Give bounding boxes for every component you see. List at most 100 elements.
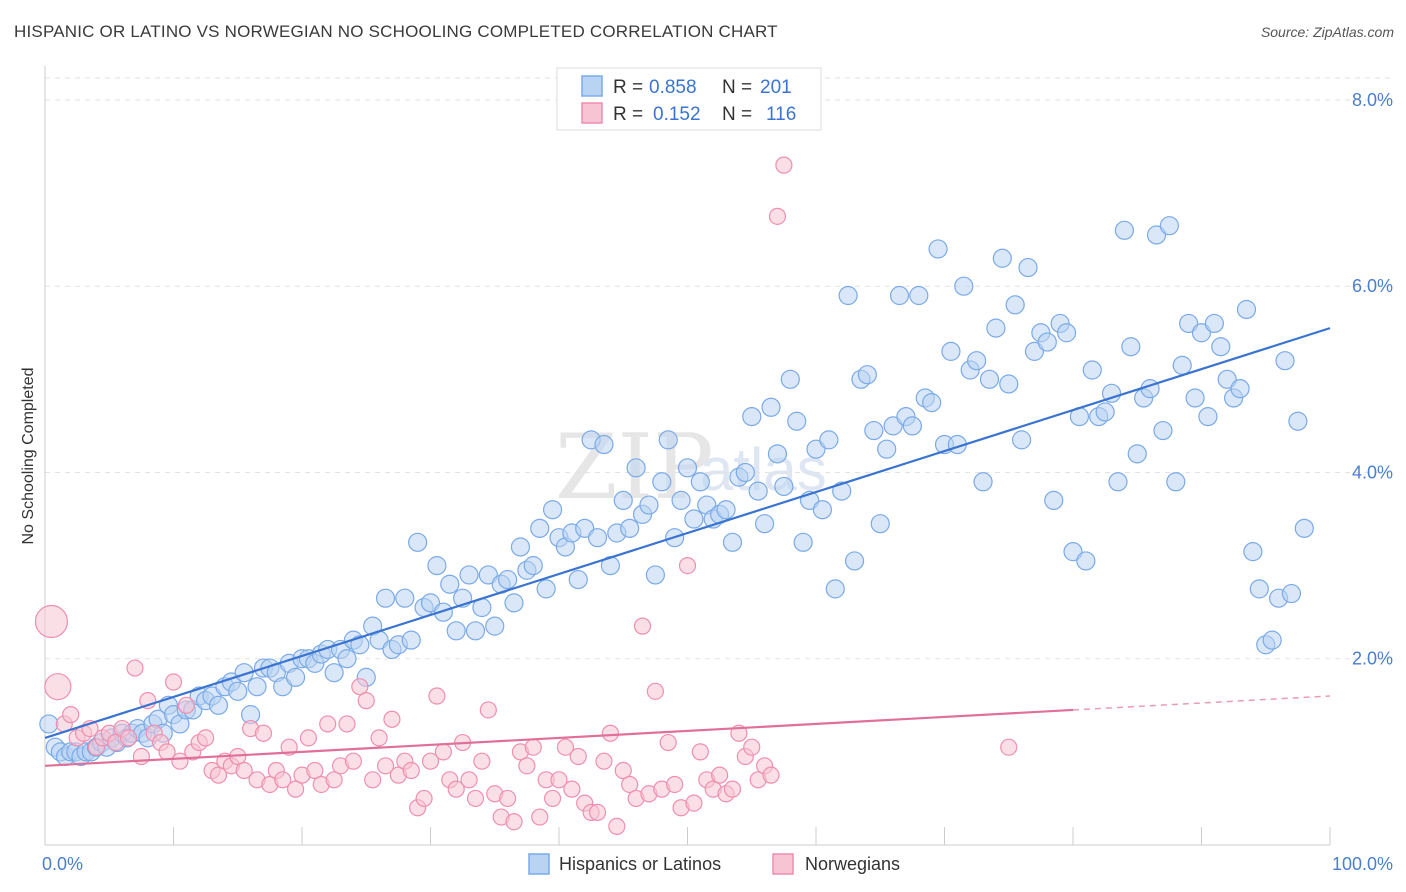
hispanics-point — [812, 500, 833, 520]
hispanics-point — [864, 420, 884, 441]
hispanics-point — [446, 621, 466, 641]
hispanics-point — [1288, 411, 1308, 431]
norwegians-point — [370, 729, 388, 747]
hispanics-point — [1108, 472, 1128, 492]
hispanics-point — [530, 518, 550, 538]
hispanics-point — [857, 365, 878, 385]
hispanics-point — [889, 285, 910, 306]
hispanics-point — [594, 434, 614, 455]
hispanics-point — [844, 551, 865, 571]
norwegians-point — [306, 761, 324, 780]
norwegians-point — [550, 771, 568, 789]
hispanics-point — [337, 649, 357, 669]
legend-n-label: N = — [722, 104, 752, 125]
norwegians-point — [743, 738, 761, 756]
hispanics-point — [992, 248, 1012, 268]
norwegians-point — [338, 715, 356, 733]
hispanics-point — [626, 458, 646, 478]
hispanics-point — [1198, 406, 1218, 427]
hispanics-point — [1191, 323, 1212, 343]
hispanics-point — [806, 439, 826, 459]
hispanics-point — [587, 528, 608, 548]
hispanics-point — [1037, 332, 1057, 352]
norwegians-point — [357, 692, 375, 710]
hispanics-point — [234, 663, 254, 683]
hispanics-point — [1114, 220, 1135, 240]
hispanics-point — [999, 374, 1019, 394]
norwegians-point — [44, 673, 72, 701]
norwegians-point — [614, 761, 632, 780]
norwegians-point — [678, 557, 697, 575]
norwegians-point — [518, 757, 536, 775]
norwegians-point — [286, 780, 305, 798]
hispanics-point — [613, 490, 633, 511]
hispanics-point — [767, 444, 788, 464]
norwegians-point — [209, 766, 228, 784]
hispanics-point — [433, 602, 453, 622]
norwegians-point — [524, 738, 542, 756]
norwegians-point — [608, 817, 626, 835]
hispanics-point — [979, 369, 1000, 389]
hispanics-point — [420, 593, 441, 613]
norwegians-point — [691, 743, 709, 761]
hispanics-point — [954, 276, 974, 296]
hispanics-point — [1262, 630, 1282, 650]
hispanics-point — [1101, 383, 1122, 403]
hispanics-point — [1166, 472, 1186, 492]
hispanics-point — [787, 411, 807, 431]
hispanics-point — [677, 458, 698, 478]
legend-r-value: 0.858 — [649, 77, 697, 98]
trend-lines — [44, 327, 1331, 767]
hispanics-point — [1095, 402, 1115, 422]
norwegians-point — [659, 733, 677, 752]
hispanics-point — [620, 518, 640, 538]
hispanics-point — [742, 406, 762, 427]
norwegians-point — [376, 757, 395, 775]
norwegians-trend-line — [44, 708, 1074, 767]
legend-r-label: R = — [613, 77, 643, 98]
norwegians-point — [235, 761, 253, 780]
hispanics-point — [536, 579, 556, 599]
hispanics-point — [542, 500, 563, 520]
hispanics-point — [877, 439, 897, 459]
norwegians-point — [325, 771, 343, 789]
hispanics-point — [1217, 369, 1237, 389]
hispanics-point — [228, 681, 248, 701]
hispanics-point — [909, 285, 929, 306]
norwegians-point — [164, 673, 183, 691]
hispanics-point — [395, 588, 415, 608]
norwegians-point — [421, 752, 440, 770]
hispanics-point — [735, 462, 755, 483]
hispanics-point — [350, 635, 370, 655]
bottom-legend-swatch-hispanics — [528, 853, 550, 875]
hispanics-point — [658, 430, 678, 450]
hispanics-point — [208, 695, 229, 715]
legend-n-value: 201 — [760, 77, 792, 98]
norwegians-point — [383, 710, 401, 728]
norwegians-point — [299, 729, 318, 747]
hispanics-point — [652, 472, 672, 492]
source-label: Source: ZipAtlas.com — [1260, 24, 1394, 40]
norwegians-point — [601, 724, 620, 742]
y-tick-labels: 2.0% 4.0% 6.0% 8.0% — [1352, 90, 1393, 669]
norwegians-point — [428, 687, 446, 705]
hispanics-point — [722, 532, 743, 552]
bottom-legend-swatch-norwegians — [772, 853, 794, 875]
hispanics-point — [1127, 444, 1147, 464]
chart-title: HISPANIC OR LATINO VS NORWEGIAN NO SCHOO… — [14, 22, 778, 41]
norwegians-point — [531, 808, 549, 826]
norwegians-point — [126, 659, 144, 677]
norwegians-point — [556, 738, 575, 756]
hispanics-point — [504, 593, 524, 613]
hispanics-point — [1153, 420, 1173, 441]
hispanics-point — [1063, 542, 1083, 562]
hispanics-point — [774, 476, 794, 497]
bottom-legend: Hispanics or Latinos Norwegians — [528, 853, 900, 875]
norwegians-point — [34, 604, 69, 639]
legend-n-label: N = — [722, 77, 752, 98]
hispanics-point — [1185, 388, 1205, 408]
norwegians-point — [768, 207, 787, 225]
hispanics-point — [1179, 313, 1199, 334]
norwegians-point — [132, 747, 150, 766]
hispanics-point — [928, 239, 948, 259]
